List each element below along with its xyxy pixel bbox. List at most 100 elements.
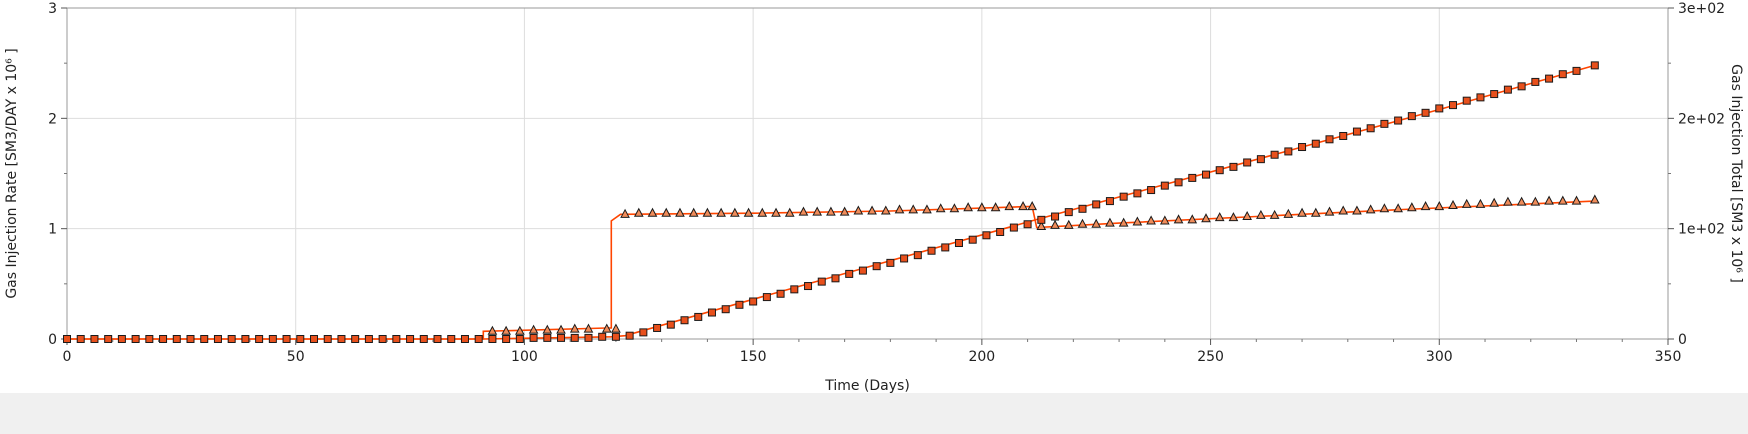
data-point-square: [1037, 215, 1046, 224]
data-point-square: [131, 335, 140, 343]
data-point-square: [104, 335, 113, 343]
data-point-triangle: [1461, 198, 1472, 208]
data-point-square: [1366, 124, 1375, 133]
data-point-square: [1256, 155, 1265, 164]
data-point-square: [1435, 104, 1444, 113]
data-point-triangle: [583, 323, 594, 333]
data-point-square: [749, 297, 758, 306]
data-point-triangle: [487, 325, 498, 335]
data-point-square: [1352, 127, 1361, 136]
x-tick-label: 100: [511, 349, 538, 365]
data-point-square: [611, 332, 620, 341]
data-point-triangle: [633, 207, 644, 217]
data-point-square: [200, 335, 209, 343]
data-point-triangle: [743, 207, 754, 217]
y-right-tick-label: 0: [1678, 332, 1687, 348]
data-point-triangle: [853, 205, 864, 215]
data-point-square: [543, 333, 552, 342]
data-point-square: [625, 331, 634, 340]
data-point-square: [406, 335, 415, 343]
data-point-triangle: [1105, 217, 1115, 227]
data-point-square: [1270, 150, 1279, 159]
data-point-square: [186, 335, 195, 343]
data-point-square: [364, 335, 373, 343]
data-point-triangle: [1557, 195, 1568, 205]
data-point-square: [310, 335, 319, 343]
data-point-square: [1531, 77, 1540, 86]
data-point-triangle: [702, 207, 713, 217]
data-point-triangle: [757, 207, 768, 217]
data-point-square: [570, 333, 579, 342]
data-point-triangle: [1544, 195, 1554, 205]
data-point-triangle: [908, 204, 919, 214]
data-point-triangle: [798, 206, 809, 216]
data-point-square: [1119, 192, 1128, 201]
data-point-square: [1215, 166, 1224, 175]
data-point-square: [1394, 116, 1403, 125]
data-point-square: [1325, 135, 1334, 144]
data-point-triangle: [949, 203, 960, 213]
data-point-triangle: [1352, 205, 1362, 215]
data-point-triangle: [1201, 213, 1211, 223]
data-point-square: [90, 335, 99, 343]
data-point-triangle: [1407, 202, 1417, 212]
data-point-triangle: [1475, 198, 1486, 208]
data-point-triangle: [1589, 194, 1600, 204]
data-point-triangle: [1091, 218, 1102, 228]
data-point-triangle: [1434, 201, 1445, 211]
dual-axis-line-chart: 0 50 100 150 200 250 300 350012301e+022e+023e+0…: [4, 1, 1744, 394]
data-point-triangle: [1004, 201, 1015, 211]
data-point-square: [1298, 143, 1307, 152]
data-point-triangle: [1379, 203, 1390, 213]
chart-panel: 0 50 100 150 200 250 300 350 0 1 2 3 0 1e+02 2e+02 3e+0…: [0, 0, 1748, 394]
data-point-square: [653, 323, 662, 332]
plot-frame: [66, 7, 1669, 340]
data-point-triangle: [1050, 219, 1060, 229]
data-point-square: [117, 335, 126, 343]
data-point-square: [1421, 108, 1430, 117]
data-point-triangle: [661, 207, 672, 217]
data-point-triangle: [1256, 209, 1266, 219]
data-point-triangle: [688, 207, 699, 217]
x-tick-label: 50: [287, 349, 305, 365]
data-point-square: [584, 333, 593, 342]
y-right-tick-label: 3e+02: [1678, 1, 1725, 17]
data-point-triangle: [1077, 218, 1088, 228]
data-point-square: [913, 251, 922, 260]
data-point-triangle: [1063, 219, 1074, 229]
data-point-triangle: [784, 207, 795, 217]
data-point-triangle: [922, 204, 932, 214]
data-point-square: [680, 316, 689, 325]
data-point-square: [323, 335, 332, 343]
data-point-triangle: [1242, 210, 1252, 221]
data-point-square: [817, 277, 826, 286]
data-point-square: [378, 335, 387, 343]
data-point-square: [488, 335, 497, 343]
data-point-square: [639, 328, 648, 337]
series: [63, 61, 1600, 343]
data-point-triangle: [826, 206, 836, 216]
data-point-triangle: [867, 205, 877, 215]
data-point-square: [1078, 204, 1087, 213]
data-point-square: [721, 305, 730, 314]
data-point-square: [1503, 85, 1512, 94]
data-point-square: [776, 289, 785, 298]
data-point-triangle: [716, 207, 726, 217]
data-point-square: [762, 293, 771, 302]
data-point-triangle: [963, 202, 973, 212]
data-point-square: [460, 335, 469, 343]
data-point-square: [941, 243, 950, 252]
data-point-triangle: [935, 203, 946, 213]
data-point-square: [172, 335, 181, 343]
data-point-square: [268, 335, 277, 343]
data-point-square: [227, 335, 236, 343]
data-point-square: [145, 335, 154, 343]
data-point-square: [1558, 70, 1567, 79]
data-point-square: [557, 333, 566, 342]
data-point-triangle: [1036, 220, 1047, 230]
data-point-triangle: [1297, 207, 1307, 217]
data-point-square: [392, 335, 401, 343]
data-point-square: [76, 335, 85, 343]
data-point-square: [1023, 220, 1032, 229]
data-point-square: [1284, 147, 1293, 156]
